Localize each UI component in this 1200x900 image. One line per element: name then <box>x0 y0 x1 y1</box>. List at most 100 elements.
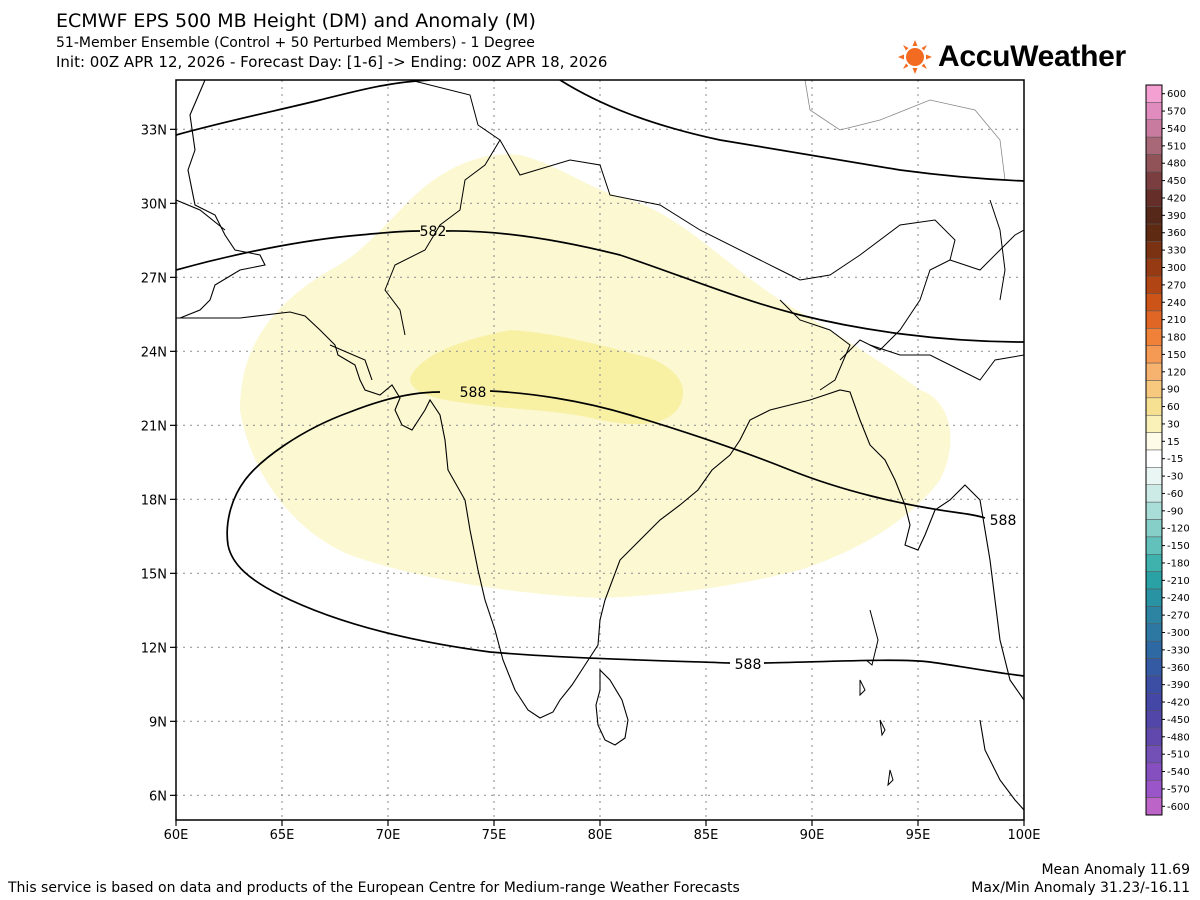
colorbar-label: 60 <box>1167 402 1180 413</box>
colorbar-swatch <box>1145 449 1163 468</box>
lon-tick-label: 85E <box>694 828 719 843</box>
colorbar-label: -180 <box>1167 558 1190 569</box>
contour-label: 582 <box>420 224 447 240</box>
maxmin-anomaly: Max/Min Anomaly 31.23/-16.11 <box>971 880 1190 896</box>
colorbar-label: -540 <box>1167 767 1190 778</box>
lat-tick-label: 18N <box>141 493 167 508</box>
colorbar-swatch <box>1145 658 1163 677</box>
colorbar-label: -240 <box>1167 593 1190 604</box>
colorbar-swatch <box>1145 623 1163 642</box>
lat-tick-label: 21N <box>141 419 167 434</box>
contour-label: 588 <box>460 385 487 401</box>
colorbar-swatch <box>1145 432 1163 451</box>
colorbar-swatch <box>1145 258 1163 277</box>
lat-tick-label: 15N <box>141 567 167 582</box>
colorbar-label: -570 <box>1167 784 1190 795</box>
colorbar-swatch <box>1145 710 1163 729</box>
colorbar-label: 150 <box>1167 350 1186 361</box>
colorbar-swatch <box>1145 467 1163 486</box>
colorbar-label: -120 <box>1167 524 1190 535</box>
contour-label: 588 <box>990 513 1017 529</box>
colorbar-swatch <box>1145 727 1163 746</box>
lon-tick-label: 90E <box>800 828 825 843</box>
lon-tick-label: 95E <box>906 828 931 843</box>
colorbar-swatch <box>1145 275 1163 294</box>
colorbar-swatch <box>1145 675 1163 694</box>
sun-icon <box>898 40 932 74</box>
anomaly-area-30 <box>410 330 684 425</box>
colorbar-swatch <box>1145 397 1163 416</box>
colorbar-swatch <box>1145 189 1163 207</box>
colorbar-label: 540 <box>1167 124 1186 135</box>
height-contours <box>176 80 1024 677</box>
colorbar-swatch <box>1145 554 1163 572</box>
colorbar-label: -450 <box>1167 715 1190 726</box>
colorbar-swatch <box>1145 745 1163 764</box>
colorbar-label: -600 <box>1167 802 1190 813</box>
colorbar-swatch <box>1145 414 1163 433</box>
lon-tick-label: 75E <box>482 828 507 843</box>
colorbar-label: 15 <box>1167 437 1180 448</box>
lat-tick-label: 6N <box>149 789 167 804</box>
colorbar-swatch <box>1145 606 1163 625</box>
colorbar-label: -420 <box>1167 698 1190 709</box>
footer-disclaimer: This service is based on data and produc… <box>8 880 740 896</box>
longitude-axis: 60E 65E 70E 75E 80E 85E 90E 95E 100E <box>164 820 1041 843</box>
colorbar-label: -60 <box>1167 489 1183 500</box>
colorbar-swatch <box>1145 519 1163 538</box>
lon-tick-label: 70E <box>376 828 401 843</box>
lon-tick-label: 80E <box>588 828 613 843</box>
colorbar-label: 360 <box>1167 228 1186 239</box>
colorbar-label: -300 <box>1167 628 1190 639</box>
lat-tick-label: 9N <box>149 715 167 730</box>
colorbar-swatch <box>1145 640 1163 659</box>
colorbar-label: -390 <box>1167 680 1190 691</box>
mean-anomaly: Mean Anomaly 11.69 <box>1041 862 1190 878</box>
colorbar-label: 420 <box>1167 193 1186 204</box>
colorbar-label: 300 <box>1167 263 1186 274</box>
lat-tick-label: 30N <box>141 197 167 212</box>
colorbar-swatch <box>1145 762 1163 781</box>
colorbar-swatch <box>1145 484 1163 503</box>
lon-tick-label: 60E <box>164 828 189 843</box>
lon-tick-label: 100E <box>1007 828 1040 843</box>
colorbar-swatch <box>1145 797 1163 816</box>
colorbar-label: 570 <box>1167 107 1186 118</box>
latitude-axis: 33N 30N 27N 24N 21N 18N 15N 12N 9N 6N <box>141 123 176 804</box>
colorbar-label: 480 <box>1167 159 1186 170</box>
colorbar-label: 180 <box>1167 333 1186 344</box>
national-borders <box>384 80 1024 391</box>
colorbar-swatch <box>1145 84 1163 103</box>
colorbar-label: 90 <box>1167 385 1180 396</box>
colorbar-label: -480 <box>1167 732 1190 743</box>
colorbar-swatch <box>1145 571 1163 590</box>
colorbar-swatch <box>1145 293 1163 312</box>
colorbar-label: -360 <box>1167 663 1190 674</box>
colorbar-label: -150 <box>1167 541 1190 552</box>
chart-subtitle: 51-Member Ensemble (Control + 50 Perturb… <box>56 35 535 51</box>
contour-labels: 582 588 588 588 <box>420 224 1017 673</box>
colorbar-label: -330 <box>1167 645 1190 656</box>
colorbar-label: -510 <box>1167 750 1190 761</box>
colorbar-swatch <box>1145 136 1163 155</box>
colorbar-swatch <box>1145 241 1163 260</box>
colorbar-swatch <box>1145 102 1163 121</box>
colorbar-label: 390 <box>1167 211 1186 222</box>
colorbar-frame <box>1145 84 1163 816</box>
colorbar-swatch <box>1145 693 1163 711</box>
far-borders <box>804 80 1006 181</box>
colorbar-label: 510 <box>1167 141 1186 152</box>
colorbar-label: 450 <box>1167 176 1186 187</box>
colorbar-swatch <box>1145 362 1163 381</box>
colorbar-swatch <box>1145 345 1163 364</box>
colorbar-swatch <box>1145 119 1163 138</box>
lon-tick-label: 65E <box>270 828 295 843</box>
colorbar-label: -270 <box>1167 611 1190 622</box>
colorbar-label: 600 <box>1167 89 1186 100</box>
anomaly-colorbar: 600 570 540 510 480 450 420 390 360 330 300 270 240 2… <box>1145 84 1190 816</box>
colorbar-swatch <box>1145 223 1163 242</box>
colorbar-label: -15 <box>1167 454 1183 465</box>
colorbar-swatch <box>1145 328 1163 346</box>
lat-tick-label: 12N <box>141 641 167 656</box>
lat-tick-label: 24N <box>141 345 167 360</box>
